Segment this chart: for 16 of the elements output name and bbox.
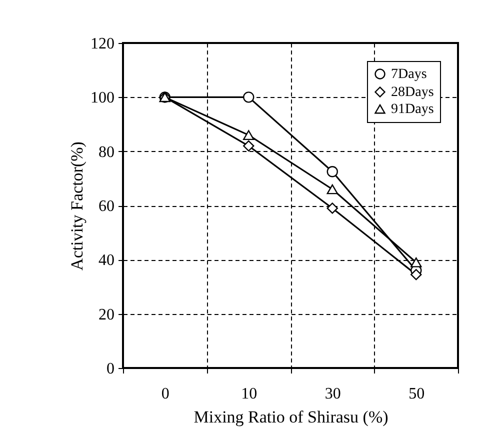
y-tick-label: 0 bbox=[106, 360, 114, 378]
y-tick-label: 40 bbox=[98, 252, 114, 270]
y-tick-label: 80 bbox=[98, 144, 114, 161]
y-tick-label: 20 bbox=[98, 306, 114, 324]
y-axis-title: Activity Factor(%) bbox=[68, 142, 86, 270]
x-tick-label: 50 bbox=[408, 386, 425, 402]
x-tick-label: 30 bbox=[324, 386, 341, 402]
y-tick-label: 120 bbox=[90, 36, 114, 52]
y-tick-label: 100 bbox=[90, 90, 114, 107]
x-tick-label: 0 bbox=[161, 386, 170, 402]
y-tick-label: 60 bbox=[98, 198, 114, 215]
legend-label: 7Days bbox=[391, 67, 427, 82]
x-axis-title: Mixing Ratio of Shirasu (%) bbox=[194, 408, 388, 426]
x-tick-label: 10 bbox=[241, 386, 258, 402]
legend-label: 91Days bbox=[391, 102, 434, 117]
legend-label: 28Days bbox=[391, 85, 434, 100]
